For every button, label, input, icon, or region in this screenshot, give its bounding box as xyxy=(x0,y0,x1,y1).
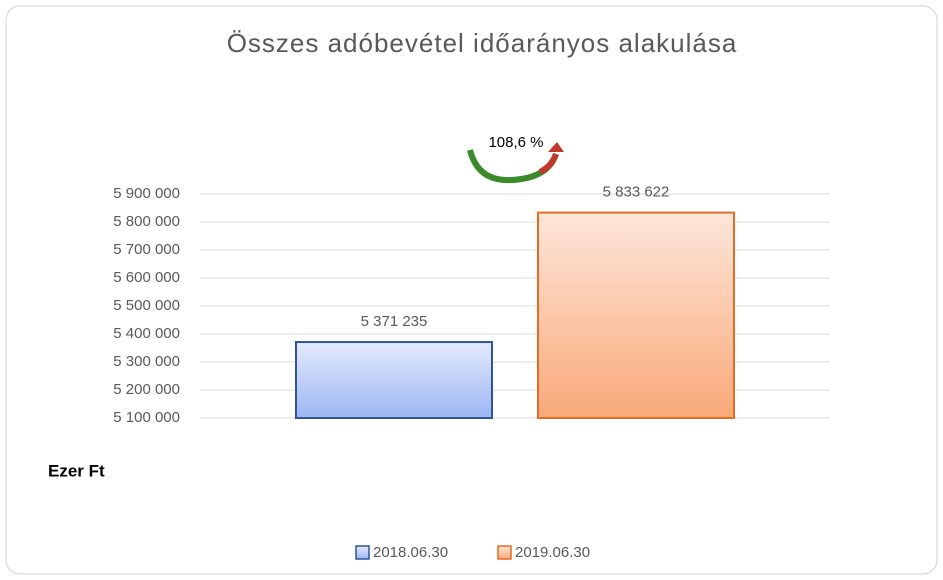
data-label: 5 371 235 xyxy=(361,313,428,330)
arrow-head xyxy=(548,142,564,152)
legend-label: 2018.06.30 xyxy=(373,544,448,561)
y-axis-label: Ezer Ft xyxy=(48,461,105,480)
y-tick-label: 5 500 000 xyxy=(113,297,180,314)
y-tick-label: 5 600 000 xyxy=(113,269,180,286)
arrow-head-part xyxy=(538,152,559,175)
bar xyxy=(295,341,493,419)
legend-swatch xyxy=(497,545,512,560)
annotation: 108,6 % xyxy=(488,134,543,151)
chart-title: Összes adóbevétel időarányos alakulása xyxy=(227,28,738,58)
legend-swatch xyxy=(355,545,370,560)
data-label: 5 833 622 xyxy=(603,184,670,201)
y-tick-label: 5 800 000 xyxy=(113,213,180,230)
y-tick-label: 5 300 000 xyxy=(113,353,180,370)
bar xyxy=(537,211,735,419)
y-tick-label: 5 200 000 xyxy=(113,381,180,398)
y-tick-label: 5 700 000 xyxy=(113,241,180,258)
legend-label: 2019.06.30 xyxy=(515,544,590,561)
chart-frame xyxy=(5,5,938,575)
y-tick-label: 5 400 000 xyxy=(113,325,180,342)
y-tick-label: 5 100 000 xyxy=(113,409,180,426)
y-tick-label: 5 900 000 xyxy=(113,185,180,202)
